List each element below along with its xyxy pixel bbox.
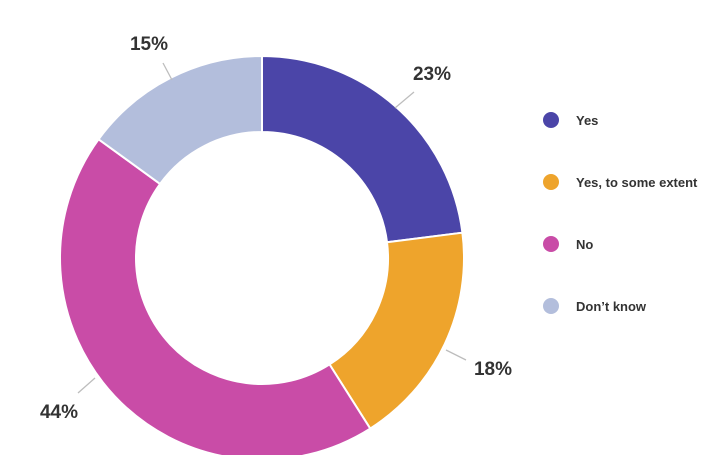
value-label: 18% (474, 359, 512, 380)
legend-item: Don’t know (543, 298, 647, 314)
slice-yes (261, 54, 464, 244)
legend-label: Yes, to some extent (576, 175, 698, 190)
legend-swatch (543, 236, 559, 252)
leader-line (394, 91, 415, 109)
legend-item: No (543, 236, 593, 252)
value-label: 44% (40, 402, 78, 423)
legend-swatch (543, 298, 559, 314)
donut-slices (59, 54, 465, 455)
value-label: 15% (130, 34, 168, 55)
leader-lines (77, 62, 467, 394)
legend-swatch (543, 174, 559, 190)
value-label: 23% (413, 64, 451, 85)
legend-swatch (543, 112, 559, 128)
legend-label: Don’t know (576, 299, 647, 314)
leader-line (162, 62, 173, 81)
value-labels: 23% 18% 44% 15% (40, 34, 512, 423)
legend-label: No (576, 237, 593, 252)
leader-line (445, 349, 467, 361)
legend: Yes Yes, to some extent No Don’t know (543, 112, 698, 314)
slice-don-t-know (97, 54, 263, 186)
legend-item: Yes, to some extent (543, 174, 698, 190)
legend-label: Yes (576, 113, 598, 128)
leader-line (77, 377, 96, 394)
slice-no (59, 137, 372, 455)
legend-item: Yes (543, 112, 598, 128)
